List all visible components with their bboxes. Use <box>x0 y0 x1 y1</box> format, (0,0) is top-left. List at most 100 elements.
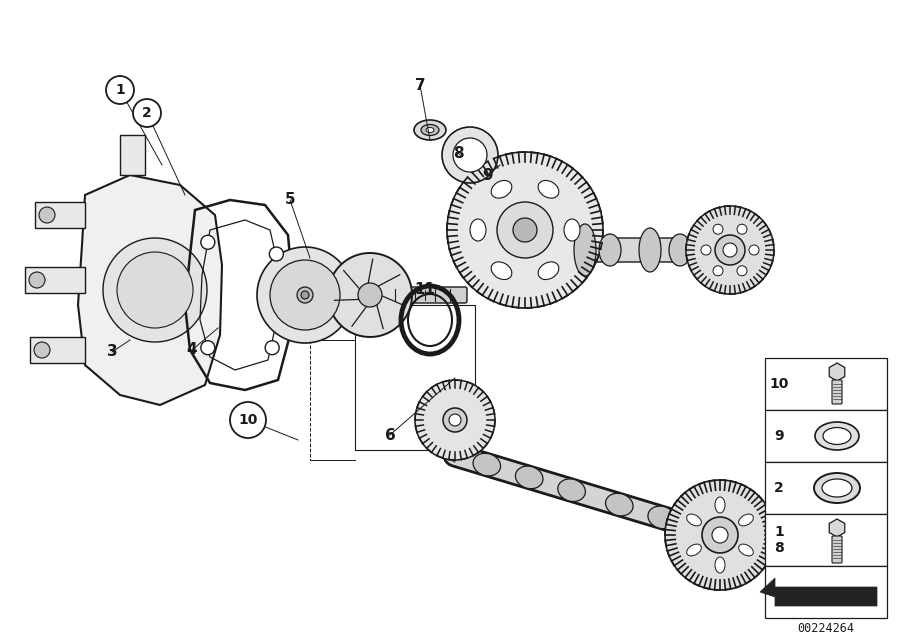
Ellipse shape <box>687 514 701 526</box>
Ellipse shape <box>715 557 725 573</box>
Circle shape <box>712 527 728 543</box>
Circle shape <box>297 287 313 303</box>
Ellipse shape <box>470 219 486 241</box>
Circle shape <box>497 202 553 258</box>
Circle shape <box>39 207 55 223</box>
Text: 1: 1 <box>774 525 784 539</box>
Circle shape <box>29 272 45 288</box>
Polygon shape <box>35 202 85 228</box>
Circle shape <box>201 341 215 355</box>
Circle shape <box>270 260 340 330</box>
Circle shape <box>269 247 284 261</box>
Text: 6: 6 <box>384 427 395 443</box>
Text: 2: 2 <box>142 106 152 120</box>
Ellipse shape <box>739 514 753 526</box>
Circle shape <box>713 225 723 234</box>
Polygon shape <box>78 175 222 405</box>
Ellipse shape <box>564 219 580 241</box>
Polygon shape <box>829 519 845 537</box>
FancyBboxPatch shape <box>378 287 467 303</box>
FancyBboxPatch shape <box>832 380 842 404</box>
Ellipse shape <box>669 234 691 266</box>
Text: 4: 4 <box>186 343 197 357</box>
Ellipse shape <box>426 127 434 132</box>
FancyBboxPatch shape <box>765 462 887 514</box>
Ellipse shape <box>491 181 512 198</box>
FancyBboxPatch shape <box>765 514 887 566</box>
Circle shape <box>665 480 775 590</box>
Ellipse shape <box>473 453 500 476</box>
Ellipse shape <box>648 506 676 529</box>
Circle shape <box>443 408 467 432</box>
Ellipse shape <box>823 427 851 445</box>
Polygon shape <box>120 135 145 175</box>
Circle shape <box>133 99 161 127</box>
Circle shape <box>749 245 759 255</box>
Ellipse shape <box>516 466 543 488</box>
Ellipse shape <box>822 479 852 497</box>
FancyBboxPatch shape <box>832 536 842 563</box>
Text: 10: 10 <box>238 413 257 427</box>
Text: 1: 1 <box>115 83 125 97</box>
Circle shape <box>442 127 498 183</box>
Circle shape <box>106 76 134 104</box>
Text: 3: 3 <box>107 345 117 359</box>
Ellipse shape <box>639 228 661 272</box>
Circle shape <box>723 243 737 257</box>
Circle shape <box>447 152 603 308</box>
FancyBboxPatch shape <box>557 238 733 262</box>
Ellipse shape <box>491 262 512 280</box>
Circle shape <box>701 245 711 255</box>
Ellipse shape <box>606 494 633 516</box>
Ellipse shape <box>687 544 701 556</box>
Ellipse shape <box>421 125 439 135</box>
Circle shape <box>103 238 207 342</box>
Circle shape <box>513 218 537 242</box>
Ellipse shape <box>697 230 719 270</box>
Circle shape <box>117 252 193 328</box>
Circle shape <box>686 206 774 294</box>
Circle shape <box>715 235 745 265</box>
Circle shape <box>201 235 215 249</box>
Circle shape <box>702 517 738 553</box>
Ellipse shape <box>814 473 860 503</box>
Circle shape <box>34 342 50 358</box>
Circle shape <box>266 341 279 355</box>
Circle shape <box>737 266 747 276</box>
Ellipse shape <box>715 497 725 513</box>
Ellipse shape <box>739 544 753 556</box>
Text: 11: 11 <box>415 282 436 298</box>
Circle shape <box>453 138 487 172</box>
FancyBboxPatch shape <box>765 566 887 618</box>
Ellipse shape <box>538 262 559 280</box>
Circle shape <box>415 380 495 460</box>
Circle shape <box>328 253 412 337</box>
Text: 9: 9 <box>774 429 784 443</box>
Text: 8: 8 <box>453 146 464 160</box>
Text: 2: 2 <box>774 481 784 495</box>
Text: 9: 9 <box>482 167 493 183</box>
Text: 5: 5 <box>284 193 295 207</box>
Polygon shape <box>30 337 85 363</box>
Polygon shape <box>25 267 85 293</box>
Ellipse shape <box>599 234 621 266</box>
Circle shape <box>449 414 461 426</box>
FancyBboxPatch shape <box>765 410 887 462</box>
FancyBboxPatch shape <box>765 358 887 410</box>
Circle shape <box>713 266 723 276</box>
Circle shape <box>301 291 309 299</box>
Ellipse shape <box>414 120 446 140</box>
Text: 10: 10 <box>770 377 788 391</box>
Ellipse shape <box>815 422 859 450</box>
Polygon shape <box>760 578 877 606</box>
Polygon shape <box>829 363 845 381</box>
Text: 8: 8 <box>774 541 784 555</box>
Text: 7: 7 <box>415 78 426 92</box>
Circle shape <box>737 225 747 234</box>
Ellipse shape <box>558 479 585 501</box>
Ellipse shape <box>574 224 596 276</box>
Circle shape <box>257 247 353 343</box>
Ellipse shape <box>538 181 559 198</box>
Text: 00224264: 00224264 <box>797 621 854 635</box>
Circle shape <box>358 283 382 307</box>
